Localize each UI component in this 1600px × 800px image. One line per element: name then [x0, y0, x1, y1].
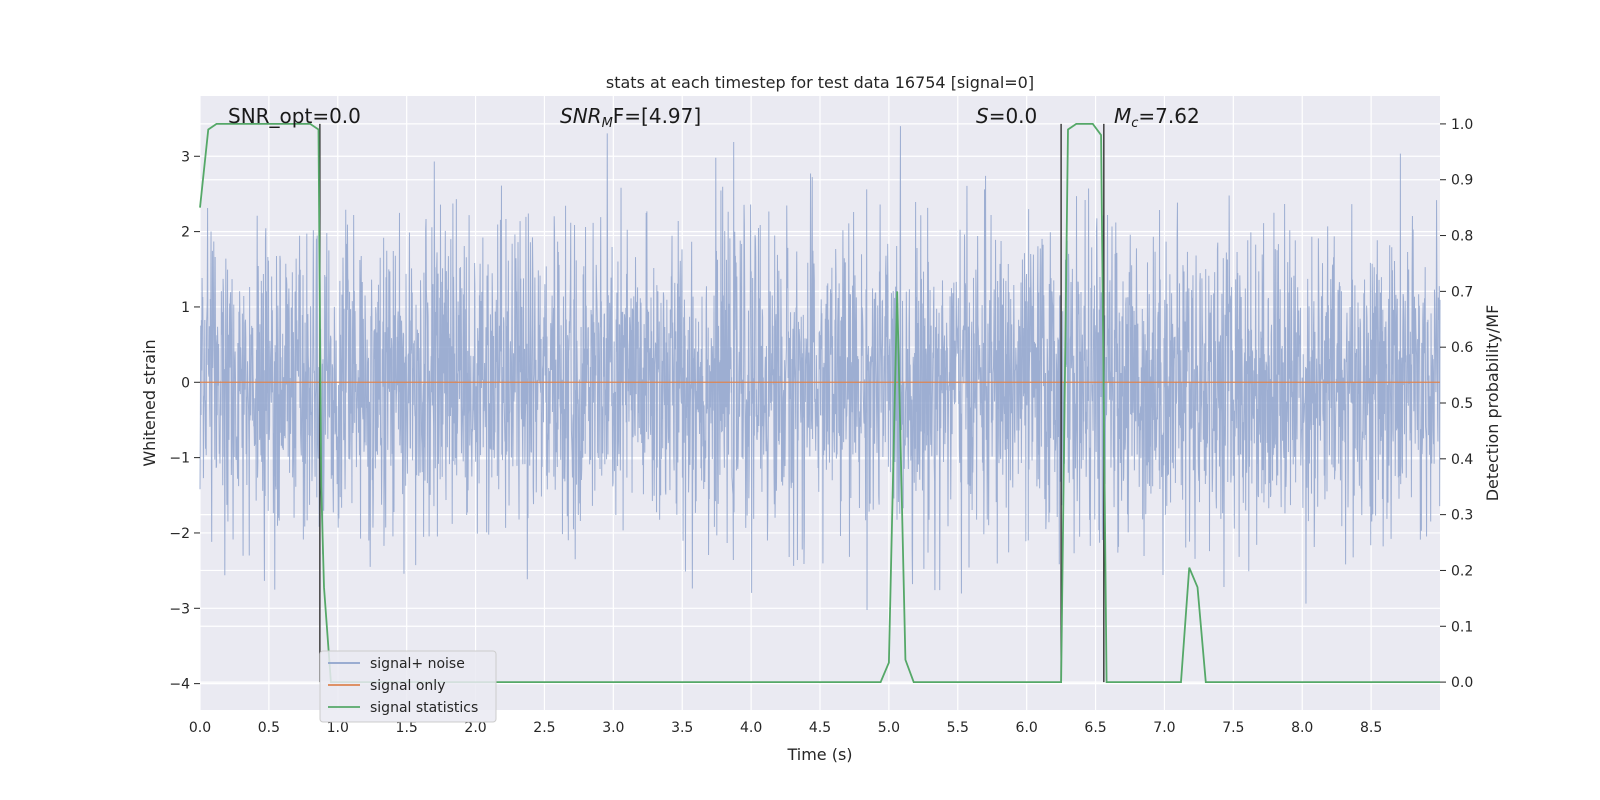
- y2-tick-label: 1.0: [1451, 117, 1473, 133]
- annotation-snr-opt: SNR_opt=0.0: [228, 104, 361, 128]
- x-axis-label: Time (s): [786, 745, 852, 764]
- y2-tick-label: 0.5: [1451, 396, 1473, 412]
- x-tick-label: 7.0: [1153, 720, 1175, 736]
- y-tick-label: −1: [169, 451, 190, 467]
- y2-tick-label: 0.8: [1451, 229, 1473, 245]
- x-tick-label: 3.5: [671, 720, 693, 736]
- snr-mf-sub: M: [602, 116, 613, 131]
- x-tick-label: 6.0: [1016, 720, 1038, 736]
- y2-tick-label: 0.7: [1451, 284, 1473, 300]
- legend-label-signal: signal only: [370, 678, 445, 694]
- y2-axis-label: Detection probability/MF: [1483, 305, 1502, 502]
- snr-mf-rest: F=[4.97]: [613, 104, 701, 128]
- x-tick-label: 4.5: [809, 720, 831, 736]
- chart-title: stats at each timestep for test data 167…: [606, 73, 1034, 92]
- x-tick-label: 6.5: [1084, 720, 1106, 736]
- x-tick-label: 8.0: [1291, 720, 1313, 736]
- x-tick-label: 1.0: [327, 720, 349, 736]
- x-tick-label: 3.0: [602, 720, 624, 736]
- y2-tick-label: 0.1: [1451, 619, 1473, 635]
- legend-label-stats: signal statistics: [370, 700, 478, 716]
- annotation-s: S=0.0: [976, 104, 1037, 128]
- y2-tick-label: 0.2: [1451, 563, 1473, 579]
- x-tick-label: 1.5: [396, 720, 418, 736]
- mc-rest: =7.62: [1138, 104, 1199, 128]
- y-tick-label: −4: [169, 677, 190, 693]
- s-rest: =0.0: [989, 104, 1038, 128]
- series-signal-statistics: [199, 123, 1440, 683]
- legend: signal+ noise signal only signal statist…: [319, 650, 497, 723]
- x-tick-label: 5.0: [878, 720, 900, 736]
- x-tick-label: 4.0: [740, 720, 762, 736]
- snr-mf-base: SNR: [560, 104, 602, 128]
- s-var: S: [976, 104, 989, 128]
- y2-tick-label: 0.9: [1451, 173, 1473, 189]
- y-tick-label: −2: [169, 526, 190, 542]
- x-tick-label: 0.0: [189, 720, 211, 736]
- series-signal-noise: [199, 126, 1441, 611]
- legend-box: [319, 650, 497, 723]
- y-tick-labels: 3 2 1 0 −1 −2 −3 −4: [169, 149, 200, 693]
- legend-label-noise: signal+ noise: [370, 656, 465, 672]
- y-tick-label: 1: [181, 300, 190, 316]
- y2-tick-label: 0.6: [1451, 340, 1473, 356]
- y-tick-label: −3: [169, 601, 190, 617]
- x-tick-label: 2.0: [464, 720, 486, 736]
- mc-sub: c: [1131, 116, 1138, 131]
- y-axis-label: Whitened strain: [140, 339, 159, 466]
- x-tick-label: 5.5: [947, 720, 969, 736]
- x-tick-label: 2.5: [533, 720, 555, 736]
- x-tick-label: 8.5: [1360, 720, 1382, 736]
- y2-tick-label: 0.0: [1451, 675, 1473, 691]
- y-tick-label: 0: [181, 375, 190, 391]
- y2-tick-labels: 1.0 0.9 0.8 0.7 0.6 0.5 0.4 0.3 0.2 0.1 0.0: [1440, 117, 1473, 691]
- x-tick-label: 7.5: [1222, 720, 1244, 736]
- annotation-mc: Mc=7.62: [1114, 104, 1200, 131]
- mc-base: M: [1114, 104, 1131, 128]
- x-tick-label: 0.5: [258, 720, 280, 736]
- annotation-snr-mf: SNRMF=[4.97]: [560, 104, 701, 131]
- y2-tick-label: 0.3: [1451, 508, 1473, 524]
- x-tick-labels: 0.0 0.5 1.0 1.5 2.0 2.5 3.0 3.5 4.0 4.5 5.0 5.5 6.0 6…: [189, 720, 1382, 736]
- y-tick-label: 3: [181, 149, 190, 165]
- y-tick-label: 2: [181, 225, 190, 241]
- y2-tick-label: 0.4: [1451, 452, 1473, 468]
